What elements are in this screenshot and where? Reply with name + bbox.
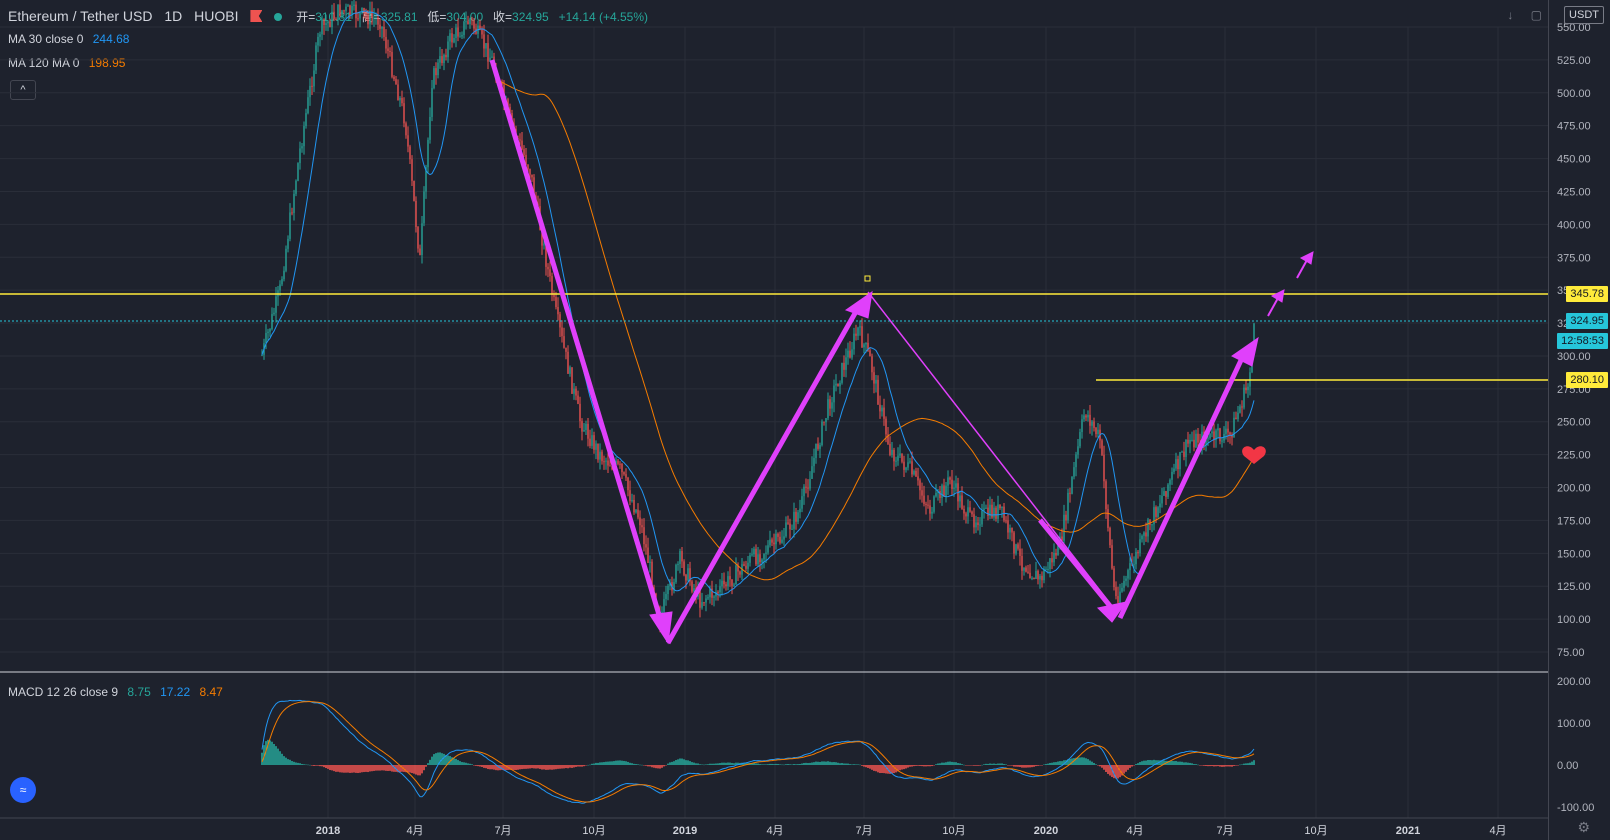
macd-tick-label: 200.00	[1557, 676, 1591, 688]
arrow-up-4[interactable]	[1296, 259, 1308, 279]
macd-tick-label: -100.00	[1557, 802, 1594, 814]
time-tick-label: 7月	[494, 825, 511, 837]
price-tick-label: 200.00	[1557, 483, 1591, 495]
price-tick-label: 450.00	[1557, 154, 1591, 166]
arrow-head-up-3[interactable]	[1270, 289, 1285, 303]
price-tick-label: 425.00	[1557, 186, 1591, 198]
signal-line	[261, 700, 1255, 803]
time-tick-label: 4月	[1489, 825, 1506, 837]
candlesticks	[261, 0, 1255, 633]
ma30-legend[interactable]: MA 30 close 0 244.68	[8, 32, 129, 46]
ma30-label: MA 30 close 0	[8, 32, 84, 46]
time-tick-label: 7月	[855, 825, 872, 837]
macd-label: MACD 12 26 close 9	[8, 685, 119, 699]
arrow-head-down-1[interactable]	[649, 611, 673, 645]
grid-lines	[0, 26, 1549, 818]
price-tick-label: 150.00	[1557, 548, 1591, 560]
price-axis-ticks: 550.00 525.00 500.00 475.00 450.00 425.00 400.…	[1557, 22, 1594, 814]
low-label: 低=	[427, 10, 447, 24]
time-tick-label: 10月	[942, 825, 965, 837]
arrow-down-2[interactable]	[1038, 518, 1112, 608]
ma30-value: 244.68	[92, 32, 130, 46]
price-tick-label: 550.00	[1557, 22, 1591, 34]
macd-value-2: 17.22	[160, 685, 191, 699]
anchor-handle[interactable]	[864, 275, 871, 282]
price-tick-label: 400.00	[1557, 219, 1591, 231]
maximize-icon[interactable]: ▢	[1530, 8, 1542, 22]
time-axis[interactable]: 2018 4月 7月 10月 2019 4月 7月 10月 2020 4月 7月 10月 2021 4月	[316, 825, 1507, 837]
open-label: 开=	[296, 10, 316, 24]
time-tick-label: 2019	[673, 825, 697, 837]
gear-icon[interactable]: ⚙	[1577, 819, 1590, 835]
interval[interactable]: 1D	[164, 8, 183, 24]
time-tick-label: 2021	[1396, 825, 1420, 837]
arrow-head-down-2[interactable]	[1096, 601, 1128, 623]
macd-tick-label: 100.00	[1557, 718, 1591, 730]
heart-icon	[1242, 446, 1266, 464]
arrow-down-2-line[interactable]	[867, 291, 1113, 607]
arrow-up-2[interactable]	[1117, 354, 1246, 620]
time-tick-label: 4月	[406, 825, 423, 837]
close-label: 收=	[493, 10, 513, 24]
high-value: 325.81	[380, 10, 418, 24]
exchange: HUOBI	[194, 8, 239, 24]
time-tick-label: 10月	[1304, 825, 1327, 837]
price-tick-label: 500.00	[1557, 88, 1591, 100]
price-tick-label: 475.00	[1557, 121, 1591, 133]
arrow-head-up-2[interactable]	[1231, 336, 1259, 367]
time-tick-label: 10月	[582, 825, 605, 837]
resistance-high-label: 345.78	[1566, 286, 1608, 302]
arrow-head-up-1[interactable]	[844, 290, 873, 319]
price-tick-label: 525.00	[1557, 55, 1591, 67]
macd-legend[interactable]: MACD 12 26 close 9 8.75 17.22 8.47	[8, 685, 223, 699]
collapse-legend-button[interactable]: ^	[10, 80, 36, 100]
price-chart[interactable]: 2018 4月 7月 10月 2019 4月 7月 10月 2020 4月 7月 10月 2021 4月	[0, 0, 1549, 840]
time-tick-label: 4月	[1126, 825, 1143, 837]
change-value: +14.14 (+4.55%)	[558, 10, 649, 24]
close-value: 324.95	[512, 10, 549, 24]
arrow-down-1[interactable]	[489, 59, 663, 619]
time-tick-label: 7月	[1216, 825, 1233, 837]
trend-drawings[interactable]	[489, 59, 1314, 645]
chart-controls: ↓ ▢	[1507, 8, 1542, 22]
symbol-name[interactable]: Ethereum / Tether USD	[8, 8, 153, 24]
current-price-label: 324.95	[1566, 313, 1608, 329]
time-tick-label: 2020	[1034, 825, 1058, 837]
macd-line	[261, 699, 1255, 804]
macd-value-3: 8.47	[199, 685, 223, 699]
price-tick-label: 300.00	[1557, 351, 1591, 363]
arrow-up-3[interactable]	[1267, 297, 1279, 317]
time-tick-label: 2018	[316, 825, 340, 837]
tradingview-logo-icon[interactable]: ≈	[10, 777, 36, 803]
price-tick-label: 250.00	[1557, 417, 1591, 429]
market-status-icon	[274, 13, 283, 21]
time-tick-label: 4月	[766, 825, 783, 837]
price-tick-label: 75.00	[1557, 647, 1585, 659]
price-tick-label: 175.00	[1557, 515, 1591, 527]
ma30-line	[261, 10, 1255, 596]
countdown-label: 12:58:53	[1557, 333, 1608, 349]
flag-icon[interactable]	[250, 10, 263, 22]
price-tick-label: 125.00	[1557, 581, 1591, 593]
arrow-head-up-4[interactable]	[1299, 251, 1314, 265]
price-tick-label: 100.00	[1557, 614, 1591, 626]
price-tick-label: 375.00	[1557, 252, 1591, 264]
download-icon[interactable]: ↓	[1507, 8, 1514, 22]
macd-histogram	[261, 739, 1255, 779]
arrow-up-1[interactable]	[665, 306, 861, 645]
resistance-low-label: 280.10	[1566, 372, 1608, 388]
price-axis[interactable]: 550.00 525.00 500.00 475.00 450.00 425.00 400.…	[1548, 0, 1610, 840]
price-tick-label: 225.00	[1557, 450, 1591, 462]
macd-value-1: 8.75	[127, 685, 151, 699]
ma120-line	[499, 80, 1255, 581]
currency-label[interactable]: USDT	[1564, 6, 1604, 24]
macd-tick-label: 0.00	[1557, 760, 1578, 772]
